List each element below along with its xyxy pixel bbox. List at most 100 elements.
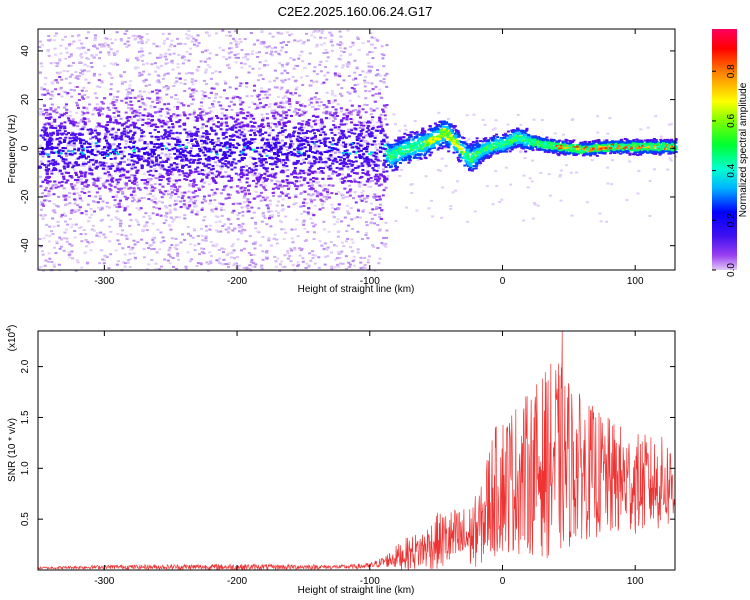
noise-cell bbox=[110, 76, 114, 79]
noise-cell bbox=[380, 123, 384, 126]
ridge-cell bbox=[60, 180, 64, 183]
ridge-cell bbox=[209, 199, 213, 202]
noise-cell bbox=[271, 35, 275, 38]
noise-cell bbox=[363, 85, 367, 88]
noise-cell bbox=[330, 92, 334, 95]
noise-cell bbox=[214, 221, 218, 224]
noise-cell bbox=[355, 216, 359, 219]
noise-cell bbox=[367, 40, 371, 43]
ridge-cell bbox=[39, 153, 43, 156]
noise-cell bbox=[157, 81, 161, 84]
noise-cell bbox=[347, 212, 351, 215]
ridge-cell bbox=[380, 173, 384, 176]
noise-cell bbox=[369, 32, 373, 35]
noise-cell bbox=[270, 47, 274, 50]
ridge-cell bbox=[264, 189, 268, 192]
noise-cell bbox=[276, 257, 280, 260]
noise-cell bbox=[247, 71, 251, 74]
noise-cell bbox=[310, 105, 314, 108]
ridge-cell bbox=[194, 154, 198, 157]
noise-cell bbox=[309, 198, 313, 201]
ridge-cell bbox=[345, 151, 349, 154]
noise-cell bbox=[307, 265, 311, 268]
noise-cell bbox=[108, 240, 112, 243]
noise-cell bbox=[309, 259, 313, 262]
ridge-cell bbox=[194, 116, 198, 119]
noise-cell bbox=[267, 45, 271, 48]
ridge-cell bbox=[150, 115, 154, 118]
noise-cell bbox=[268, 131, 272, 134]
noise-cell bbox=[369, 212, 373, 215]
noise-cell bbox=[47, 54, 51, 57]
noise-cell bbox=[100, 45, 104, 48]
ridge-cell bbox=[271, 129, 275, 132]
noise-cell bbox=[378, 257, 382, 260]
noise-cell bbox=[252, 43, 256, 46]
noise-cell bbox=[140, 42, 144, 45]
ridge-cell bbox=[209, 126, 213, 129]
noise-cell bbox=[192, 109, 196, 112]
noise-cell bbox=[106, 144, 110, 147]
noise-cell bbox=[354, 109, 358, 112]
ridge-cell bbox=[240, 169, 244, 172]
ridge-cell bbox=[279, 145, 283, 148]
noise-cell bbox=[127, 44, 131, 47]
noise-cell bbox=[636, 192, 640, 195]
noise-cell bbox=[104, 162, 108, 165]
noise-cell bbox=[339, 180, 343, 183]
noise-cell bbox=[220, 247, 224, 250]
noise-cell bbox=[653, 168, 657, 171]
ridge-cell bbox=[253, 103, 257, 106]
ridge-cell bbox=[175, 155, 179, 158]
noise-cell bbox=[278, 185, 282, 188]
noise-cell bbox=[365, 53, 369, 56]
noise-cell bbox=[100, 81, 104, 84]
noise-cell bbox=[68, 192, 72, 195]
noise-cell bbox=[374, 85, 378, 88]
noise-cell bbox=[313, 145, 317, 148]
noise-cell bbox=[220, 112, 224, 115]
ridge-cell bbox=[88, 167, 92, 170]
noise-cell bbox=[265, 196, 269, 199]
ridge-cell bbox=[124, 101, 128, 104]
noise-cell bbox=[62, 187, 66, 190]
ridge-cell bbox=[381, 128, 385, 131]
ridge-cell bbox=[311, 170, 315, 173]
ridge-cell bbox=[350, 132, 354, 135]
noise-cell bbox=[257, 152, 261, 155]
noise-cell bbox=[214, 215, 218, 218]
noise-cell bbox=[202, 114, 206, 117]
noise-cell bbox=[62, 212, 66, 215]
noise-cell bbox=[559, 169, 563, 172]
ridge-cell bbox=[163, 103, 167, 106]
noise-cell bbox=[113, 62, 117, 65]
ridge-cell bbox=[44, 111, 48, 114]
noise-cell bbox=[72, 89, 76, 92]
ridge-cell bbox=[376, 175, 380, 178]
noise-cell bbox=[95, 96, 99, 99]
noise-cell bbox=[316, 152, 320, 155]
noise-cell bbox=[119, 117, 123, 120]
noise-cell bbox=[136, 59, 140, 62]
noise-cell bbox=[40, 88, 44, 91]
noise-cell bbox=[46, 89, 50, 92]
ridge-cell bbox=[178, 119, 182, 122]
noise-cell bbox=[221, 251, 225, 254]
noise-cell bbox=[192, 37, 196, 40]
noise-cell bbox=[283, 106, 287, 109]
ridge-cell bbox=[299, 113, 303, 116]
ridge-cell bbox=[155, 158, 159, 161]
ridge-cell bbox=[141, 118, 145, 121]
ridge-cell bbox=[162, 193, 166, 196]
noise-cell bbox=[347, 224, 351, 227]
ridge-cell bbox=[65, 108, 69, 111]
noise-cell bbox=[233, 95, 237, 98]
noise-cell bbox=[82, 229, 86, 232]
ridge-cell bbox=[342, 165, 346, 168]
noise-cell bbox=[319, 60, 323, 63]
noise-cell bbox=[345, 112, 349, 115]
noise-cell bbox=[131, 110, 135, 113]
noise-cell bbox=[248, 112, 252, 115]
ridge-cell bbox=[262, 187, 266, 190]
noise-cell bbox=[376, 223, 380, 226]
